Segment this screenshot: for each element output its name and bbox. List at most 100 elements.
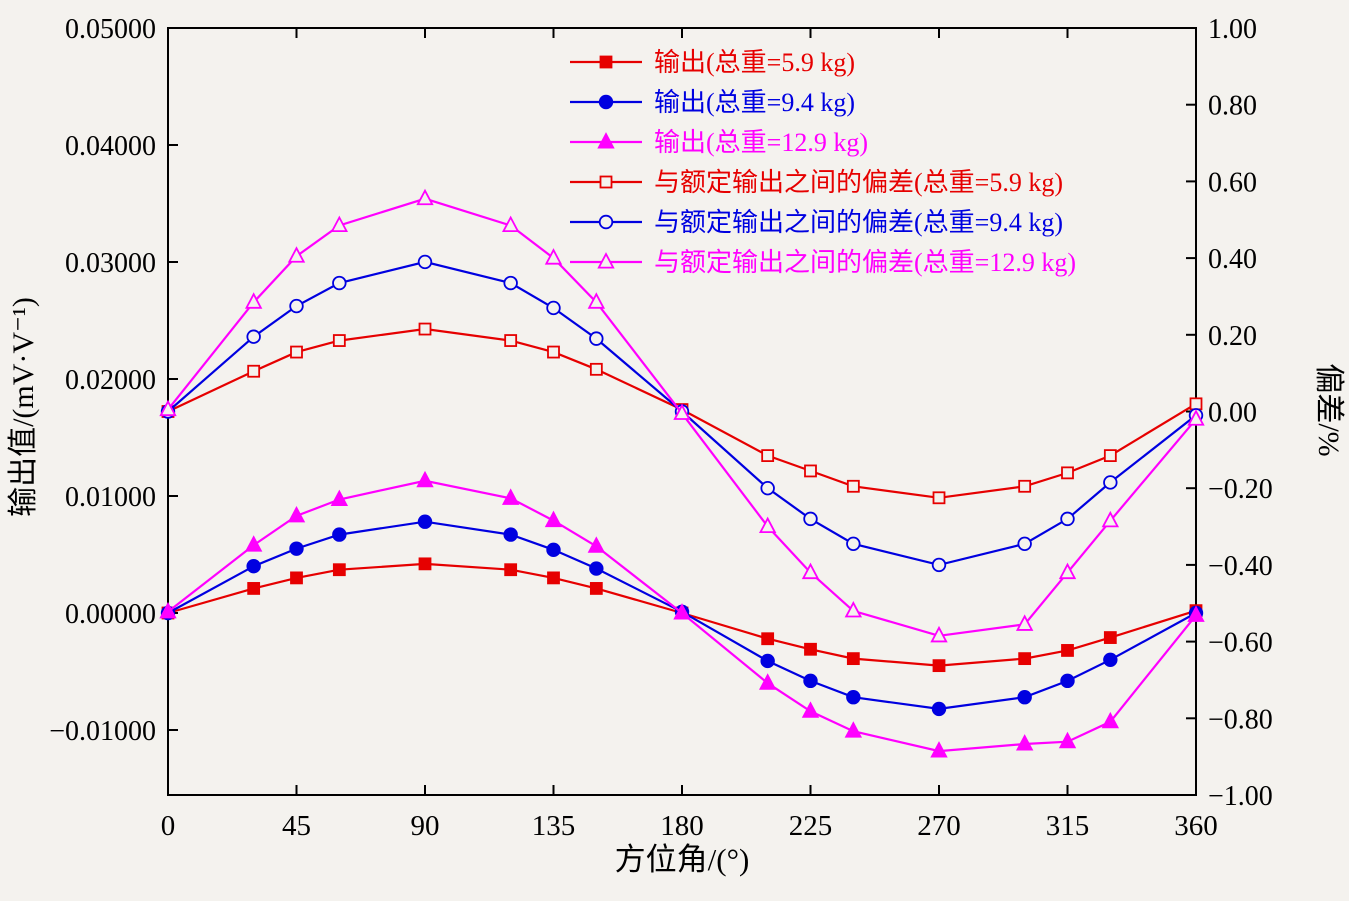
solid-square-marker (1103, 631, 1117, 644)
right-tick-label: −0.20 (1208, 474, 1273, 505)
solid-triangle-marker (244, 535, 263, 552)
open-square-marker (504, 334, 518, 347)
x-tick-label: 90 (411, 810, 440, 842)
legend-label: 与额定输出之间的偏差(总重=9.4 kg) (654, 208, 1063, 237)
solid-triangle-marker (1101, 711, 1120, 729)
solid-circle-marker (1060, 673, 1075, 689)
open-circle-marker (332, 275, 347, 291)
x-tick-label: 360 (1174, 810, 1218, 842)
legend-label: 输出(总重=9.4 kg) (654, 88, 855, 117)
x-tick-label: 180 (660, 810, 704, 842)
solid-triangle-marker (673, 603, 691, 620)
solid-triangle-marker (587, 536, 606, 553)
x-tick-label: 0 (161, 810, 176, 842)
left-tick-label: 0.03000 (65, 248, 156, 279)
solid-square-marker (547, 571, 560, 585)
solid-square-marker (418, 557, 432, 571)
solid-triangle-marker (159, 601, 177, 619)
solid-circle-marker (1103, 652, 1118, 667)
solid-triangle-marker (801, 701, 820, 718)
solid-circle-marker (546, 542, 561, 558)
open-circle-marker (289, 298, 304, 314)
solid-circle-marker (931, 701, 947, 717)
solid-square-marker (504, 563, 518, 577)
left-tick-label: 0.05000 (65, 14, 156, 45)
series-5 (159, 188, 1205, 643)
solid-triangle-marker (597, 132, 615, 149)
solid-circle-marker (760, 653, 775, 669)
x-tick-label: 315 (1046, 810, 1090, 842)
solid-triangle-marker (330, 489, 349, 507)
left-tick-label: 0.00000 (65, 599, 156, 630)
solid-triangle-marker (416, 470, 434, 488)
solid-triangle-marker (1187, 605, 1205, 622)
open-square-marker (761, 449, 775, 463)
open-circle-marker (598, 214, 614, 230)
open-circle-marker (246, 329, 261, 344)
right-tick-label: −0.60 (1208, 628, 1273, 659)
open-circle-marker (546, 300, 561, 316)
solid-circle-marker (289, 541, 304, 556)
open-square-marker (1189, 397, 1203, 411)
solid-square-marker (1018, 652, 1032, 666)
open-triangle-marker (758, 516, 777, 534)
right-tick-label: 0.20 (1208, 321, 1257, 352)
open-triangle-marker (1187, 409, 1205, 426)
solid-square-marker (589, 582, 603, 595)
solid-circle-marker (503, 527, 518, 542)
open-triangle-marker (159, 399, 177, 417)
open-circle-marker (1060, 511, 1075, 527)
solid-circle-marker (589, 561, 604, 576)
open-circle-marker (417, 254, 433, 270)
solid-circle-marker (803, 673, 818, 689)
open-triangle-marker (416, 188, 434, 206)
open-square-marker (1018, 479, 1032, 493)
open-circle-marker (1103, 475, 1118, 490)
solid-square-marker (761, 632, 775, 646)
solid-triangle-marker (287, 505, 306, 523)
x-tick-label: 225 (789, 810, 833, 842)
solid-triangle-marker (930, 741, 948, 758)
legend-label: 与额定输出之间的偏差(总重=5.9 kg) (654, 168, 1063, 197)
open-square-marker (1103, 449, 1117, 463)
solid-triangle-marker (844, 721, 863, 738)
x-axis-title: 方位角/(°) (614, 842, 750, 877)
legend-entry-3: 与额定输出之间的偏差(总重=5.9 kg) (570, 168, 1063, 197)
open-circle-marker (803, 511, 818, 527)
solid-square-marker (290, 571, 303, 585)
open-circle-marker (589, 331, 604, 346)
solid-square-marker (932, 659, 946, 673)
legend-entry-0: 输出(总重=5.9 kg) (570, 48, 855, 77)
legend-entry-5: 与额定输出之间的偏差(总重=12.9 kg) (570, 248, 1076, 277)
open-square-marker (804, 464, 817, 478)
open-square-marker (932, 491, 946, 505)
open-triangle-marker (673, 403, 691, 420)
solid-square-marker (804, 642, 817, 656)
right-tick-label: −0.40 (1208, 551, 1273, 582)
right-tick-label: 0.80 (1208, 91, 1257, 122)
legend-label: 输出(总重=12.9 kg) (654, 128, 868, 157)
solid-triangle-marker (758, 673, 777, 690)
left-tick-label: 0.02000 (65, 365, 156, 396)
solid-square-marker (1061, 644, 1074, 657)
right-tick-label: 0.60 (1208, 167, 1257, 198)
solid-circle-marker (1017, 690, 1032, 705)
solid-circle-marker (417, 514, 433, 529)
open-circle-marker (1017, 536, 1032, 552)
open-square-marker (332, 334, 346, 347)
solid-circle-marker (598, 94, 614, 110)
open-triangle-marker (287, 246, 306, 263)
open-triangle-marker (1058, 562, 1077, 580)
open-triangle-marker (244, 292, 263, 309)
open-triangle-marker (597, 252, 615, 269)
x-tick-label: 135 (532, 810, 576, 842)
left-tick-label: 0.01000 (65, 482, 156, 513)
open-circle-marker (760, 481, 775, 496)
open-triangle-marker (330, 215, 349, 233)
open-triangle-marker (930, 625, 948, 643)
open-circle-marker (846, 536, 861, 552)
left-tick-label: −0.01000 (49, 716, 156, 747)
